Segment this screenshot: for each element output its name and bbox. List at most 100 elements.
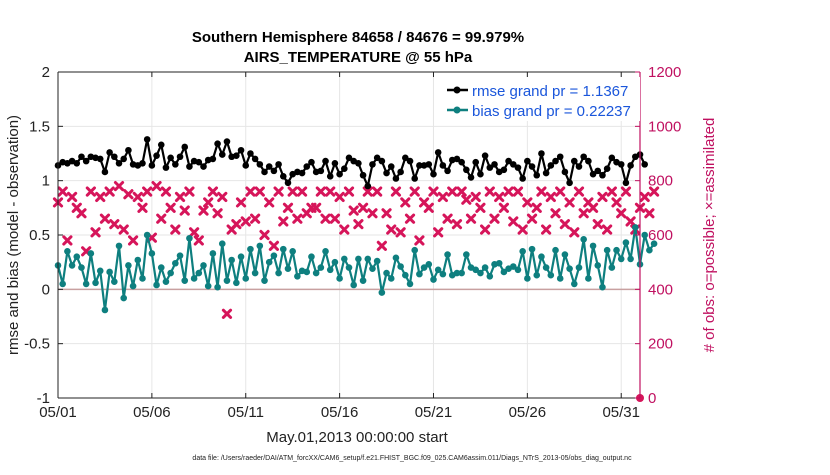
rmse-point [181, 143, 189, 151]
obs-assimilated-marker [573, 186, 585, 197]
obs-assimilated-marker [174, 191, 186, 203]
rmse-point [345, 154, 353, 162]
rmse-point [519, 175, 526, 182]
y-axis-label-right: # of obs: o=possible; ×=assimilated [701, 118, 718, 353]
rmse-point [200, 163, 207, 170]
obs-assimilated-marker [531, 202, 542, 213]
rmse-point [364, 182, 372, 190]
bias-point [439, 270, 447, 278]
y-tick-label-right: 1200 [648, 64, 681, 81]
bias-point [373, 257, 381, 265]
rmse-point [308, 158, 315, 166]
bias-point [139, 275, 146, 282]
obs-assimilated-marker [207, 186, 218, 197]
rmse-point [261, 168, 268, 176]
bias-point [463, 251, 470, 258]
obs-assimilated-marker [189, 227, 200, 238]
rmse-point [458, 158, 465, 166]
bias-point [87, 250, 95, 257]
bias-point [200, 262, 207, 269]
rmse-point [237, 146, 245, 154]
rmse-point [298, 169, 306, 177]
obs-assimilated-marker [137, 202, 148, 213]
bias-point [209, 250, 217, 257]
bias-point [312, 269, 320, 277]
bias-point [111, 278, 118, 286]
obs-assimilated-marker [611, 197, 622, 208]
bias-point [78, 264, 85, 271]
obs-assimilated-marker [278, 216, 289, 227]
bias-point [125, 262, 132, 269]
bias-point [265, 258, 273, 266]
y-tick-label-left: -0.5 [24, 336, 50, 353]
obs-assimilated-marker [625, 216, 636, 227]
bias-point [622, 239, 630, 246]
rmse-point [125, 146, 132, 154]
rmse-point [528, 163, 536, 170]
obs-assimilated-marker [381, 208, 392, 219]
y-tick-label-left: 0 [42, 281, 50, 298]
obs-assimilated-marker [451, 219, 463, 230]
bias-point [242, 275, 250, 282]
bias-point [594, 262, 602, 269]
rmse-point [411, 175, 419, 182]
obs-assimilated-marker [240, 216, 251, 227]
bias-point [425, 261, 433, 268]
obs-assimilated-marker [386, 224, 397, 235]
rmse-point [275, 161, 282, 168]
rmse-point [167, 154, 174, 162]
obs-assimilated-marker [550, 208, 561, 219]
bias-point [608, 264, 616, 271]
rmse-point [552, 157, 559, 165]
obs-assimilated-marker [320, 213, 331, 224]
obs-assimilated-marker [203, 197, 214, 208]
bias-point [575, 264, 583, 271]
x-tick-label: 05/21 [415, 404, 453, 421]
rmse-point [500, 166, 508, 174]
obs-assimilated-marker [343, 186, 355, 197]
rmse-point [641, 161, 648, 168]
bias-point [444, 251, 451, 258]
obs-assimilated-marker [442, 213, 453, 224]
plot-series [52, 136, 660, 402]
obs-assimilated-marker [648, 186, 660, 197]
bias-point [556, 275, 564, 282]
bias-point [383, 269, 390, 277]
rmse-point [491, 161, 498, 168]
rmse-point [608, 154, 616, 162]
bias-point [181, 277, 189, 284]
obs-assimilated-marker [264, 197, 275, 208]
bias-point [528, 245, 536, 253]
bias-point [617, 255, 625, 263]
obs-assimilated-marker [357, 202, 369, 213]
obs-assimilated-marker [541, 224, 552, 235]
bias-point [589, 242, 597, 250]
rmse-point [111, 153, 118, 161]
bias-point [186, 234, 193, 242]
y-tick-label-right: 1000 [648, 118, 681, 135]
bias-point [106, 268, 113, 276]
rmse-point [331, 159, 339, 167]
bias-point [237, 253, 245, 261]
obs-assimilated-marker [212, 208, 223, 219]
obs-assimilated-marker [475, 202, 486, 213]
obs-assimilated-marker [259, 229, 270, 241]
rmse-point [279, 173, 287, 180]
bias-point [547, 271, 555, 279]
obs-assimilated-marker [433, 227, 444, 238]
rmse-point [481, 152, 489, 159]
bias-point [64, 248, 71, 255]
bias-point [355, 255, 362, 263]
obs-assimilated-marker [414, 235, 425, 246]
obs-assimilated-marker [132, 191, 143, 203]
obs-assimilated-marker [235, 197, 247, 208]
rmse-point [486, 164, 494, 171]
x-tick-label: 05/31 [602, 404, 640, 421]
obs-assimilated-marker [315, 186, 326, 197]
obs-assimilated-marker [587, 202, 599, 213]
obs-assimilated-marker [245, 186, 256, 197]
rmse-point [378, 157, 386, 165]
bias-point [420, 264, 428, 271]
rmse-point [472, 158, 480, 166]
